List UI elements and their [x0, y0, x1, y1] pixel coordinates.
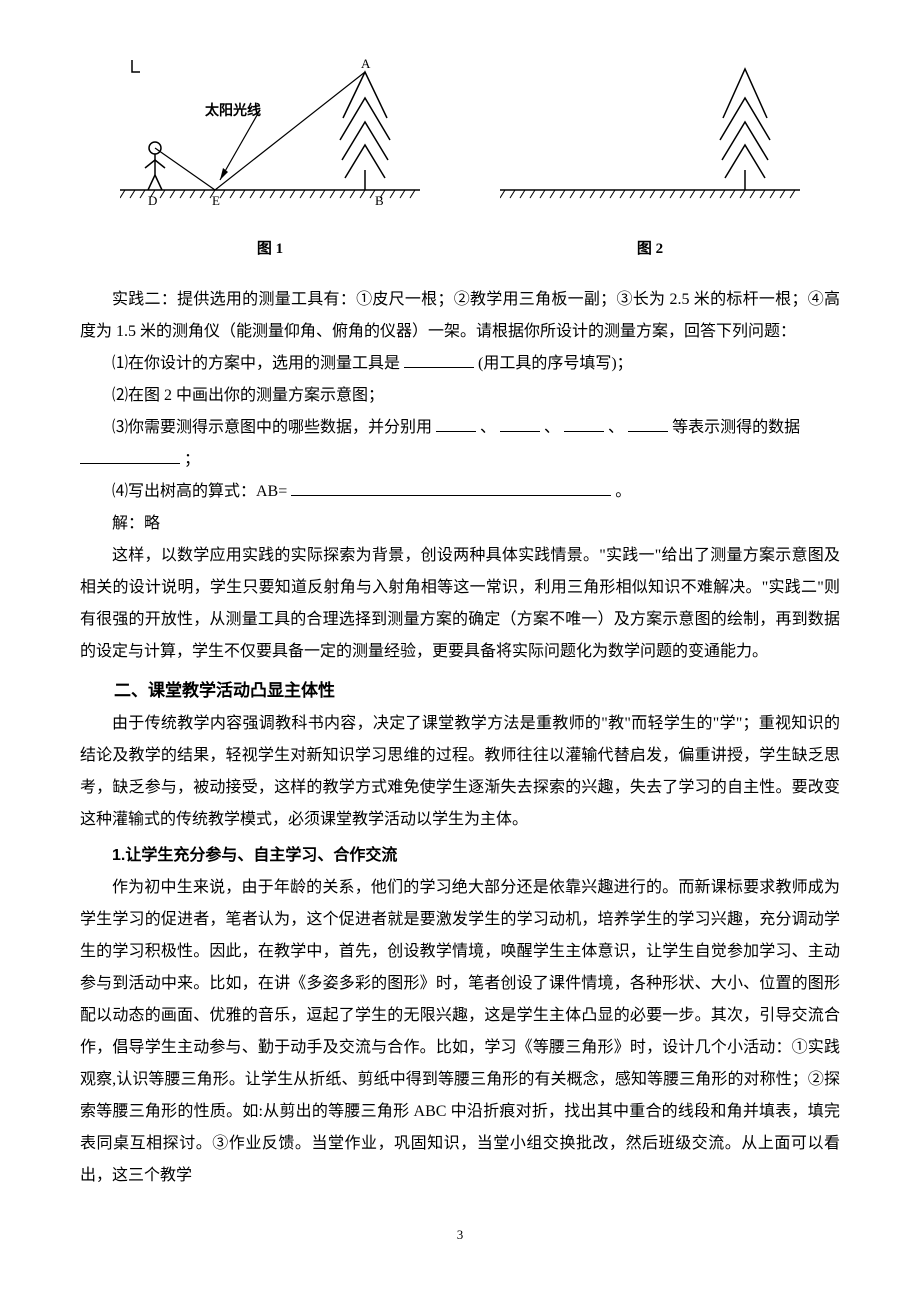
q3-sep1: 、 [480, 419, 496, 436]
tree-icon-1 [340, 72, 390, 190]
question-4: ⑷写出树高的算式：AB= 。 [80, 476, 840, 508]
question-1: ⑴在你设计的方案中，选用的测量工具是 (用工具的序号填写)； [80, 348, 840, 380]
ray-left [155, 148, 215, 190]
q1-text-b: (用工具的序号填写)； [478, 355, 633, 372]
figures-row: 太阳光线 D E B A 图 1 [80, 50, 840, 264]
ground-hatch [120, 190, 415, 198]
tree-icon-2 [720, 69, 770, 190]
ray-right [215, 72, 365, 190]
arrow-head-icon [220, 168, 228, 180]
q3-text-b: 等表示测得的数据 [672, 419, 800, 436]
point-a-label: A [361, 56, 371, 71]
section-2-p1: 由于传统教学内容强调教科书内容，决定了课堂教学方法是重教师的"教"而轻学生的"学… [80, 708, 840, 836]
person-icon [145, 142, 165, 190]
q3-sep3: 、 [608, 419, 624, 436]
q3-text-a: ⑶你需要测得示意图中的哪些数据，并分别用 [112, 419, 432, 436]
ground-hatch-2 [500, 190, 795, 198]
practice2-intro: 实践二：提供选用的测量工具有：①皮尺一根；②教学用三角板一副；③长为 2.5 米… [80, 284, 840, 348]
blank-field [436, 415, 476, 432]
figure-2-caption: 图 2 [500, 234, 800, 264]
section-2-heading: 二、课堂教学活动凸显主体性 [80, 674, 840, 708]
q3-text-c: ； [184, 451, 200, 468]
sunray-label: 太阳光线 [205, 102, 261, 119]
blank-field [628, 415, 668, 432]
figure-1: 太阳光线 D E B A 图 1 [120, 50, 420, 264]
point-b-label: B [375, 193, 384, 208]
q4-text-a: ⑷写出树高的算式：AB= [112, 483, 287, 500]
figure-1-caption: 图 1 [120, 234, 420, 264]
figure-2-svg [500, 55, 800, 220]
point-e-label: E [212, 193, 220, 208]
page-number: 3 [80, 1222, 840, 1248]
question-2: ⑵在图 2 中画出你的测量方案示意图； [80, 380, 840, 412]
figure-2: 图 2 [500, 55, 800, 264]
sub-1-p1: 作为初中生来说，由于年龄的关系，他们的学习绝大部分还是依靠兴趣进行的。而新课标要… [80, 872, 840, 1192]
blank-field [80, 447, 180, 464]
figure-1-svg: 太阳光线 D E B A [120, 50, 420, 220]
question-3: ⑶你需要测得示意图中的哪些数据，并分别用 、 、 、 等表示测得的数据 [80, 412, 840, 444]
point-d-label: D [148, 193, 157, 208]
sub-1-heading: 1.让学生充分参与、自主学习、合作交流 [80, 840, 840, 872]
blank-field [500, 415, 540, 432]
q4-text-b: 。 [615, 483, 631, 500]
q1-text-a: ⑴在你设计的方案中，选用的测量工具是 [112, 355, 400, 372]
blank-field [564, 415, 604, 432]
blank-field [404, 351, 474, 368]
explanation-text: 这样，以数学应用实践的实际探索为背景，创设两种具体实践情景。"实践一"给出了测量… [80, 540, 840, 668]
blank-field [291, 479, 611, 496]
solution-text: 解：略 [80, 508, 840, 540]
q3-sep2: 、 [544, 419, 560, 436]
question-3-line2: ； [80, 444, 840, 476]
document-page: 太阳光线 D E B A 图 1 [0, 0, 920, 1278]
return-mark-icon [132, 60, 140, 72]
sun-ray [220, 110, 260, 180]
